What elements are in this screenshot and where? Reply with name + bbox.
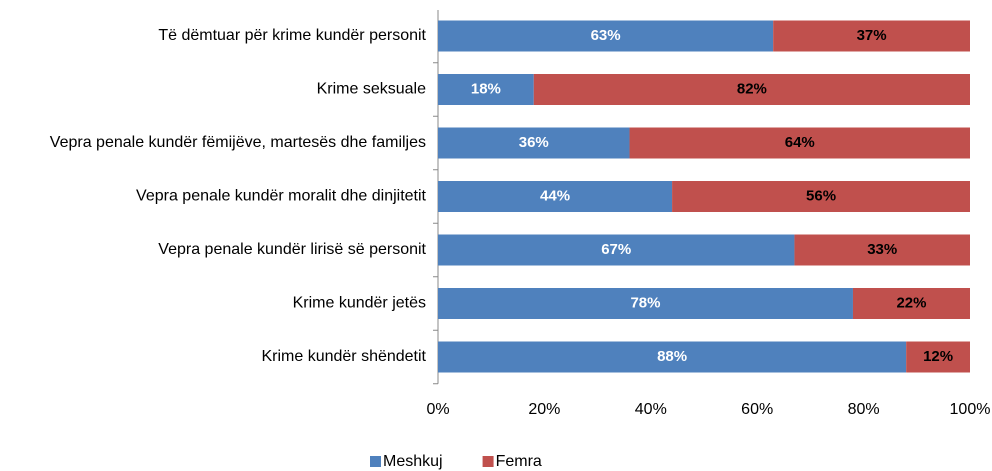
legend-label: Meshkuj <box>383 453 443 470</box>
bar-segment <box>794 234 970 266</box>
bar-segment <box>438 20 774 52</box>
bar-segment <box>438 288 853 319</box>
bar-segment <box>438 127 630 159</box>
legend-swatch <box>482 456 494 467</box>
data-label: 12% <box>923 348 953 365</box>
y-tick-label: Të dëmtuar për krime kundër personit <box>158 27 426 44</box>
data-label: 56% <box>806 187 836 204</box>
x-tick-label: 100% <box>950 401 991 418</box>
data-label: 44% <box>540 187 570 204</box>
data-label: 82% <box>737 80 767 97</box>
bar-segment <box>438 234 795 266</box>
bar-segment <box>672 181 970 212</box>
y-tick-label: Krime kundër shëndetit <box>261 348 426 365</box>
legend-swatch <box>370 456 381 467</box>
data-label: 37% <box>857 27 887 44</box>
bar-segment <box>438 341 907 373</box>
data-label: 67% <box>601 241 631 258</box>
bar-segment <box>438 181 673 212</box>
data-label: 33% <box>867 241 897 258</box>
y-tick-label: Vepra penale kundër fëmijëve, martesës d… <box>50 134 426 151</box>
data-label: 64% <box>785 134 815 151</box>
y-tick-label: Vepra penale kundër moralit dhe dinjitet… <box>136 188 427 205</box>
y-tick-label: Vepra penale kundër lirisë së personit <box>158 241 426 258</box>
x-tick-label: 60% <box>741 401 773 418</box>
bar-segment <box>533 74 970 105</box>
data-label: 88% <box>657 348 687 365</box>
x-tick-label: 0% <box>426 401 449 418</box>
x-tick-label: 40% <box>635 401 667 418</box>
legend-label: Femra <box>496 453 542 470</box>
data-label: 36% <box>519 134 549 151</box>
x-tick-label: 80% <box>848 401 880 418</box>
x-tick-label: 20% <box>528 401 560 418</box>
bar-segment <box>852 288 970 319</box>
y-tick-label: Krime seksuale <box>317 81 426 98</box>
y-tick-label: Krime kundër jetës <box>293 295 426 312</box>
bar-segment <box>629 127 970 159</box>
data-label: 78% <box>630 294 660 311</box>
data-label: 22% <box>896 294 926 311</box>
data-label: 18% <box>471 80 501 97</box>
bar-segment <box>906 341 970 373</box>
bar-segment <box>438 74 534 105</box>
data-label: 63% <box>591 27 621 44</box>
bar-segment <box>773 20 970 52</box>
